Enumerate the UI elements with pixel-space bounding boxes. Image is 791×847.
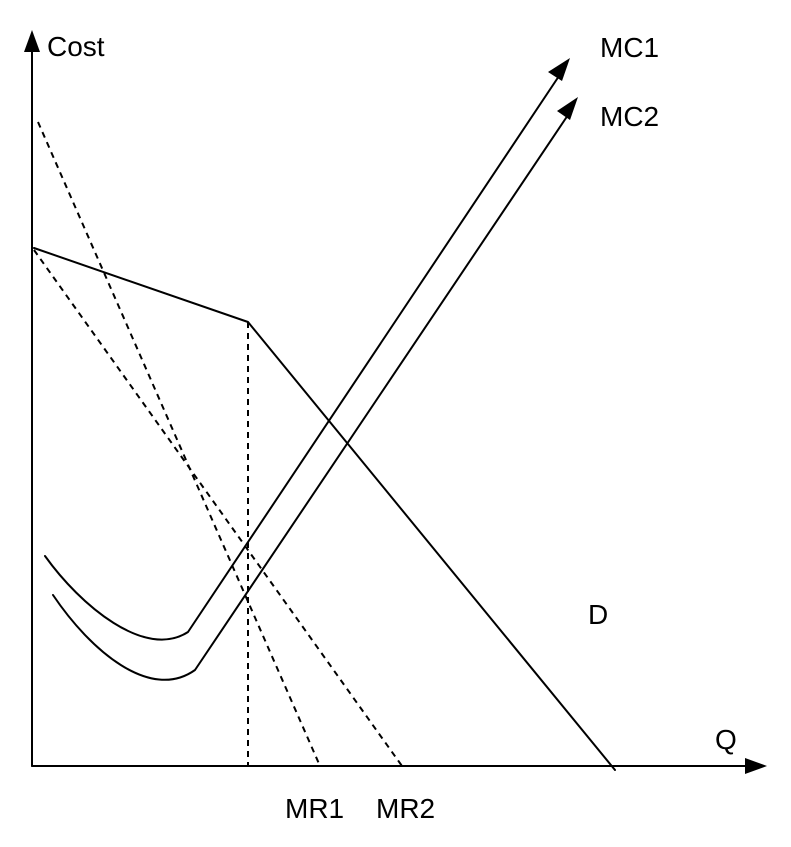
- demand-curve: [33, 247, 616, 771]
- mr2-label: MR2: [376, 793, 435, 824]
- demand-label: D: [588, 599, 608, 630]
- mc2-label: MC2: [600, 101, 659, 132]
- mc1-label: MC1: [600, 32, 659, 63]
- mr1-label: MR1: [285, 793, 344, 824]
- mc1-curve: [44, 75, 560, 641]
- y-axis-arrowhead: [24, 30, 40, 52]
- mc1-arrowhead: [548, 58, 570, 81]
- mc2-arrowhead: [557, 97, 578, 120]
- mc2-curve: [52, 114, 569, 681]
- mr2-curve: [33, 249, 403, 767]
- mr1-curve: [37, 121, 321, 767]
- y-axis-label: Cost: [47, 31, 105, 62]
- x-axis-arrowhead: [745, 758, 767, 774]
- x-axis-label: Q: [715, 724, 737, 755]
